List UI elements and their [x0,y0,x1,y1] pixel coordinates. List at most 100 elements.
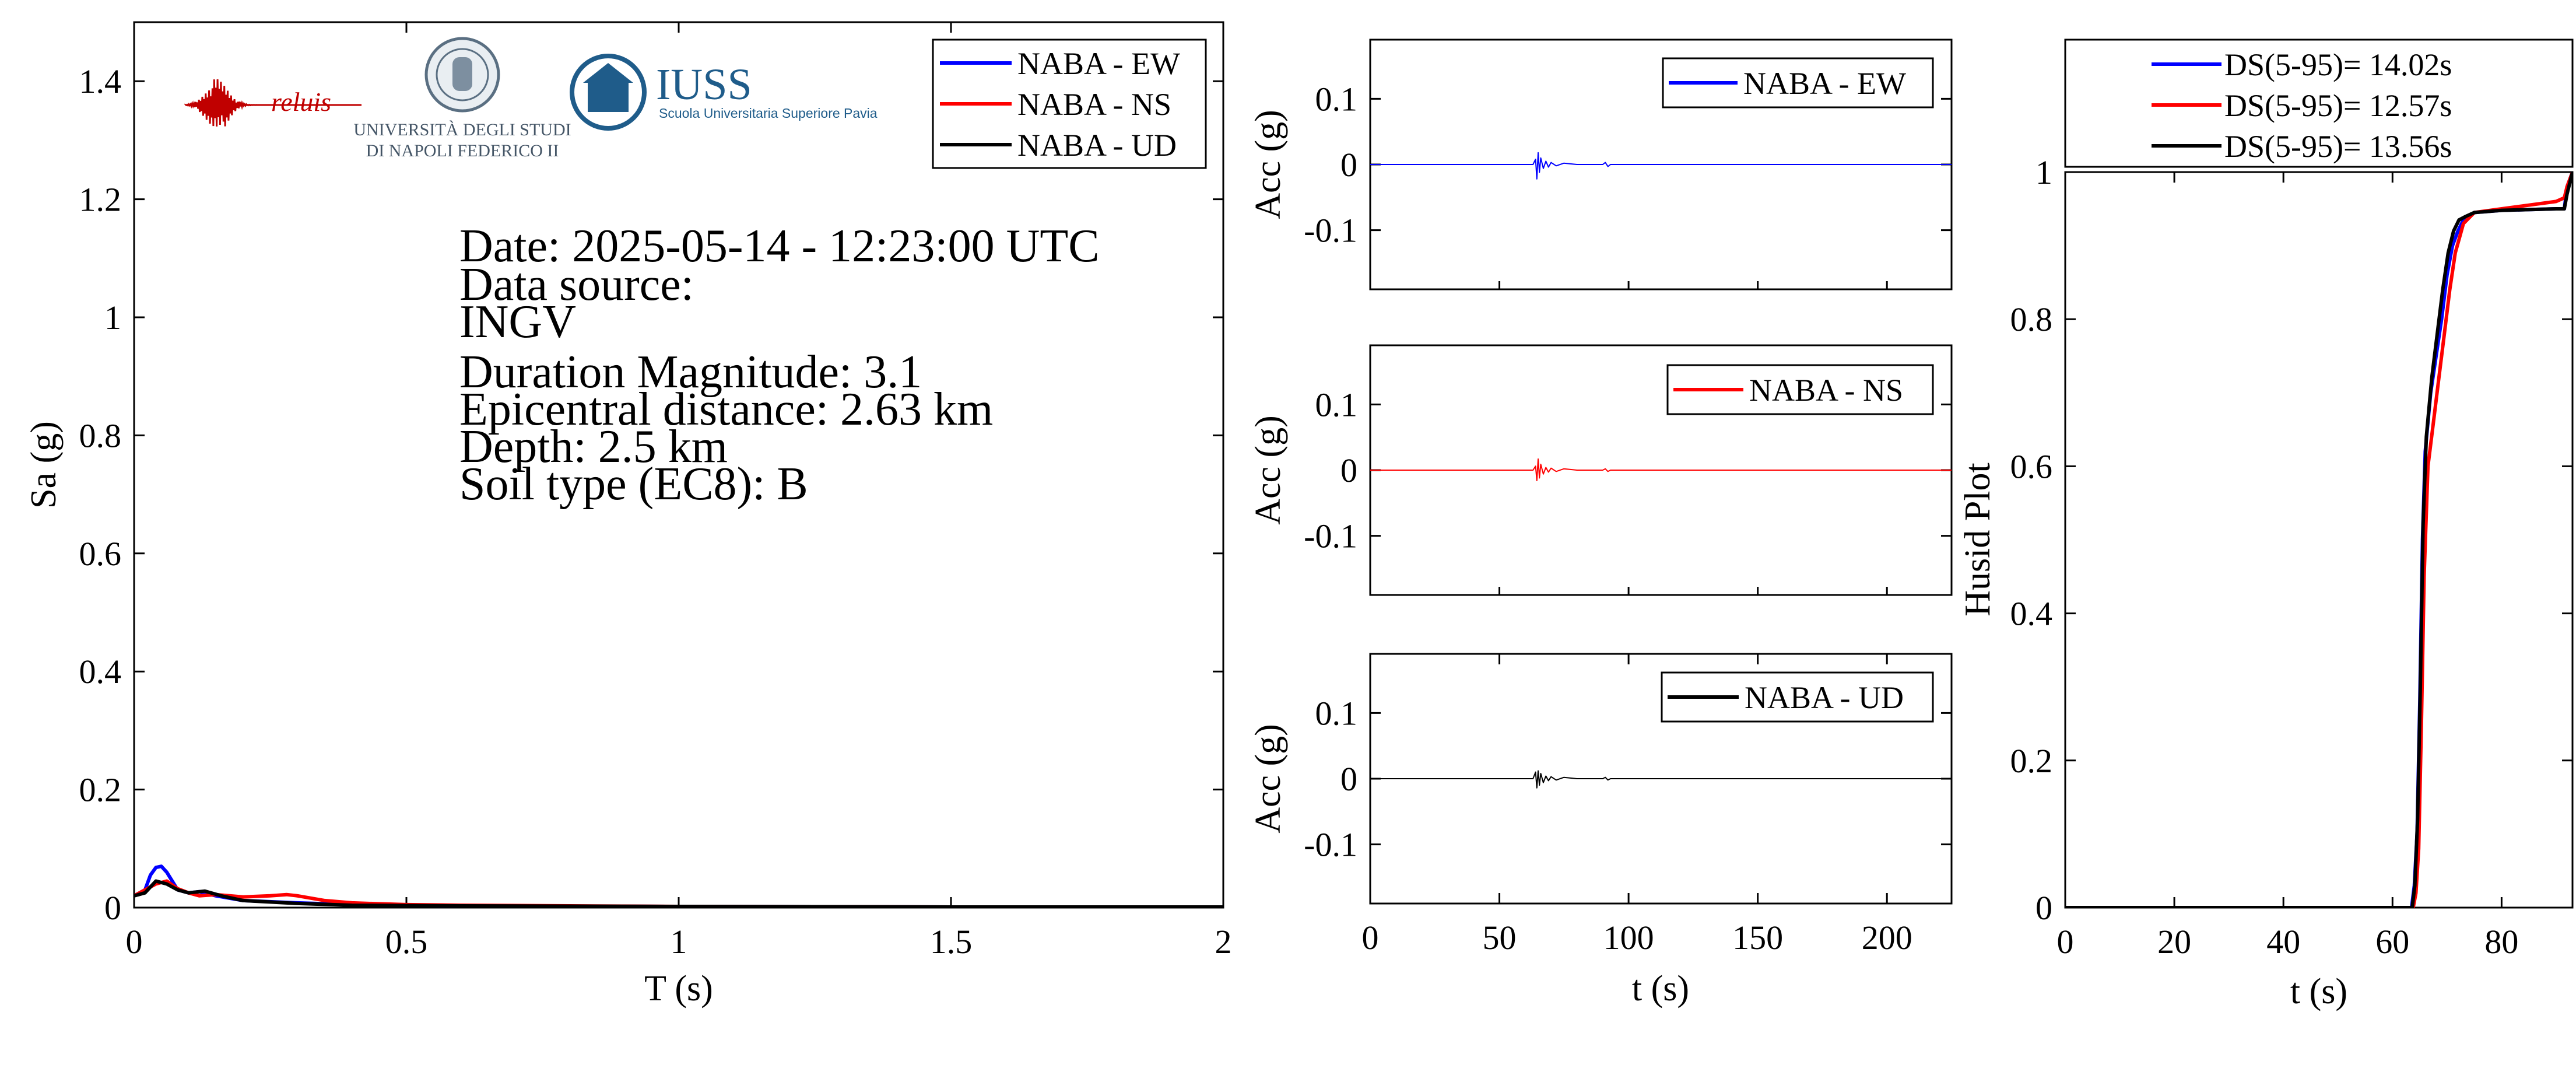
spectrum-xtick-label: 0 [126,923,143,961]
acc-ew-ylabel: Acc (g) [1248,110,1288,219]
acc-ew-ytick-label: -0.1 [1304,212,1357,250]
spectrum-ylabel: Sa (g) [24,421,64,509]
spectrum-ytick-label: 0 [104,889,121,927]
legend-label-ew: NABA - EW [1017,46,1180,81]
spectrum-xtick-label: 1.5 [930,923,973,961]
husid-legend: DS(5-95)= 14.02s DS(5-95)= 12.57s DS(5-9… [2064,38,2574,168]
acc-ns-legend-box [1666,364,1934,415]
acc-ns-ytick-label: -0.1 [1304,517,1357,555]
unina-seal-inner-icon [436,48,489,101]
unina-logo: UNIVERSITÀ DEGLI STUDI DI NAPOLI FEDERIC… [353,37,571,160]
acc-ew-legend-label: NABA - EW [1743,66,1906,101]
acc-ud-xtick-label: 50 [1483,919,1517,957]
iuss-emblem-icon [570,54,647,131]
acc-ns-panel: -0.1 0 0.1 Acc (g) NABA - NS [1248,344,1953,596]
spectrum-ytick-label: 0.8 [79,416,122,454]
husid-xlabel: t (s) [2290,972,2347,1011]
acc-ns-ticks: -0.1 0 0.1 [1304,386,1952,595]
iuss-logo-subtitle: Scuola Universitaria Superiore Pavia [659,106,878,121]
husid-ylabel: Husid Plot [1958,463,1998,617]
acc-ns-ylabel: Acc (g) [1248,415,1288,525]
spectrum-xtick-label: 1 [671,923,687,961]
acc-ew-ytick-label: 0.1 [1315,80,1358,118]
acc-ew-legend: NABA - EW [1662,57,1934,108]
acc-ud-series [1370,770,1952,789]
husid-panel: 0 0.2 0.4 0.6 0.8 1 0 20 40 60 80 t (s) Husid Plot… [1958,38,2574,1011]
acc-ns-series-line-1 [1370,458,1952,481]
acc-ud-panel: -0.1 0 0.1 0 50 100 150 200 Acc (g) t (s) NABA … [1248,653,1953,1009]
husid-xtick-label: 20 [2157,923,2191,961]
husid-legend-box [2064,38,2574,168]
spectrum-xlabel: T (s) [644,969,713,1009]
acc-ud-xtick-label: 200 [1862,919,1912,957]
acc-ew-ticks: -0.1 0 0.1 [1304,80,1952,289]
husid-ytick-label: 0 [2035,889,2052,927]
acc-ud-ticks: -0.1 0 0.1 0 50 100 150 200 [1304,654,1952,957]
spectrum-series [134,864,1223,908]
acc-ud-legend: NABA - UD [1661,671,1934,723]
husid-series-line-3 [2065,172,2573,908]
reluis-logo-text: reluis [271,87,331,117]
spectrum-xtick-label: 0.5 [385,923,428,961]
acc-ns-ytick-label: 0 [1340,451,1357,489]
acc-ud-xtick-label: 150 [1732,919,1783,957]
husid-legend-label-3: DS(5-95)= 13.56s [2224,129,2452,164]
acc-ns-series [1370,458,1952,481]
spectrum-ytick-label: 1.2 [79,181,122,219]
legend-label-ns: NABA - NS [1017,87,1171,122]
spectrum-series-line-3 [134,879,1223,908]
spectrum-ytick-label: 0.2 [79,771,122,809]
iuss-roof-icon [583,63,633,83]
acc-ns-legend: NABA - NS [1666,364,1934,415]
unina-seal-figure-icon [452,57,472,91]
acc-ud-legend-label: NABA - UD [1745,680,1904,715]
event-info: Date: 2025-05-14 - 12:23:00 UTC Data sou… [459,220,1100,510]
acc-ns-legend-label: NABA - NS [1749,373,1903,408]
spectrum-ytick-label: 0.4 [79,653,122,691]
iuss-building-icon [588,82,629,112]
husid-xtick-label: 0 [2057,923,2074,961]
acc-ud-ytick-label: 0.1 [1315,694,1358,732]
spectrum-ytick-label: 0.6 [79,535,122,573]
husid-xtick-label: 40 [2266,923,2300,961]
iuss-logo-title: IUSS [656,60,752,109]
acc-ud-ytick-label: -0.1 [1304,826,1357,864]
husid-legend-label-1: DS(5-95)= 14.02s [2224,47,2452,82]
spectrum-ticks: 0 0.2 0.4 0.6 0.8 1 1.2 1.4 0 0.5 1 1.5 2 [79,22,1232,961]
event-date: Date: 2025-05-14 - 12:23:00 UTC [459,220,1100,272]
acc-ud-ylabel: Acc (g) [1248,724,1288,834]
data-source-value: INGV [459,296,576,348]
husid-xtick-label: 80 [2484,923,2518,961]
spectrum-xtick-label: 2 [1215,923,1232,961]
husid-ytick-label: 0.8 [2010,300,2053,338]
event-depth: Depth: 2.5 km [459,421,728,472]
iuss-logo: IUSS Scuola Universitaria Superiore Pavi… [570,54,878,131]
acc-ud-series-line-1 [1370,770,1952,789]
spectrum-ytick-label: 1.4 [79,62,122,100]
acc-ns-ytick-label: 0.1 [1315,386,1358,423]
acc-ew-series [1370,152,1952,180]
husid-series-line-2 [2065,172,2573,908]
reluis-logo: reluis [184,79,362,127]
acc-ud-xlabel: t (s) [1632,969,1689,1009]
legend-label-ud: NABA - UD [1017,128,1177,163]
husid-ytick-label: 0.6 [2010,447,2053,485]
epicentral-distance: Epicentral distance: 2.63 km [459,384,993,435]
reluis-waveform-icon [184,79,362,127]
husid-series-line-1 [2065,172,2573,908]
husid-xtick-label: 60 [2375,923,2409,961]
acc-ew-panel: -0.1 0 0.1 Acc (g) NABA - EW [1248,38,1953,290]
husid-legend-label-2: DS(5-95)= 12.57s [2224,88,2452,123]
husid-ticks: 0 0.2 0.4 0.6 0.8 1 0 20 40 60 80 [2010,153,2573,961]
husid-series [2065,172,2573,908]
acc-ud-ytick-label: 0 [1340,760,1357,798]
acc-ud-xtick-label: 0 [1362,919,1379,957]
acc-ud-xtick-label: 100 [1603,919,1654,957]
unina-logo-line2: DI NAPOLI FEDERICO II [366,141,559,160]
data-source-label: Data source: [459,259,694,310]
acc-ew-series-line-1 [1370,152,1952,180]
spectrum-legend: NABA - EW NABA - NS NABA - UD [932,38,1207,169]
soil-type: Soil type (EC8): B [459,458,808,510]
spectrum-ytick-label: 1 [104,299,121,337]
